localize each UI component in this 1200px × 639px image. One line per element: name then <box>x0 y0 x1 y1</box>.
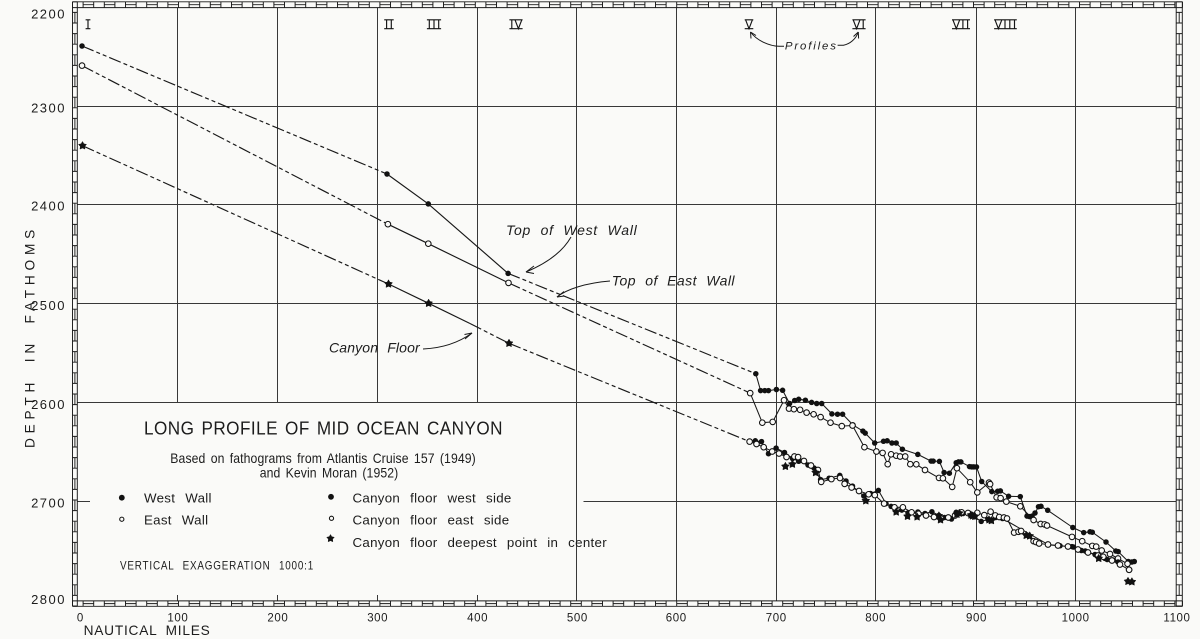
svg-text:NAUTICAL MILES: NAUTICAL MILES <box>84 623 211 638</box>
svg-text:Profiles: Profiles <box>785 41 837 53</box>
svg-text:Top of East Wall: Top of East Wall <box>612 272 736 288</box>
svg-text:2400: 2400 <box>31 199 66 214</box>
svg-text:Based on fathograms from Atlan: Based on fathograms from Atlantis Cruise… <box>170 451 476 466</box>
svg-text:2200: 2200 <box>31 7 66 22</box>
svg-text:800: 800 <box>865 612 886 624</box>
svg-text:200: 200 <box>267 612 288 624</box>
svg-text:2600: 2600 <box>31 397 66 412</box>
svg-text:2800: 2800 <box>31 592 66 607</box>
svg-text:Canyon floor west side: Canyon floor west side <box>353 491 512 506</box>
svg-text:300: 300 <box>367 612 388 624</box>
svg-text:900: 900 <box>966 612 987 624</box>
svg-text:LONG PROFILE OF MID OCEAN CANY: LONG PROFILE OF MID OCEAN CANYON <box>144 417 503 438</box>
svg-text:2500: 2500 <box>31 298 66 313</box>
svg-text:Canyon Floor: Canyon Floor <box>329 340 421 356</box>
svg-text:500: 500 <box>567 612 588 624</box>
svg-text:100: 100 <box>167 612 188 624</box>
svg-text:700: 700 <box>766 612 787 624</box>
svg-text:600: 600 <box>666 612 687 624</box>
svg-text:Canyon floor east side: Canyon floor east side <box>353 513 510 528</box>
svg-text:VERTICAL EXAGGERATION 1000:1: VERTICAL EXAGGERATION 1000:1 <box>120 559 314 573</box>
svg-text:400: 400 <box>467 612 488 624</box>
svg-text:2700: 2700 <box>31 496 66 511</box>
svg-text:0: 0 <box>77 612 84 624</box>
svg-text:DEPTH IN FATHOMS: DEPTH IN FATHOMS <box>23 225 38 448</box>
svg-text:1100: 1100 <box>1163 612 1190 624</box>
svg-text:and Kevin Moran (1952): and Kevin Moran (1952) <box>260 465 399 480</box>
svg-text:Canyon floor deepest point in: Canyon floor deepest point in center <box>353 535 608 550</box>
svg-text:West Wall: West Wall <box>144 491 212 506</box>
svg-text:1000: 1000 <box>1062 612 1090 624</box>
svg-text:2300: 2300 <box>31 100 66 115</box>
svg-text:East Wall: East Wall <box>144 513 208 528</box>
svg-text:Top of West Wall: Top of West Wall <box>506 222 638 238</box>
